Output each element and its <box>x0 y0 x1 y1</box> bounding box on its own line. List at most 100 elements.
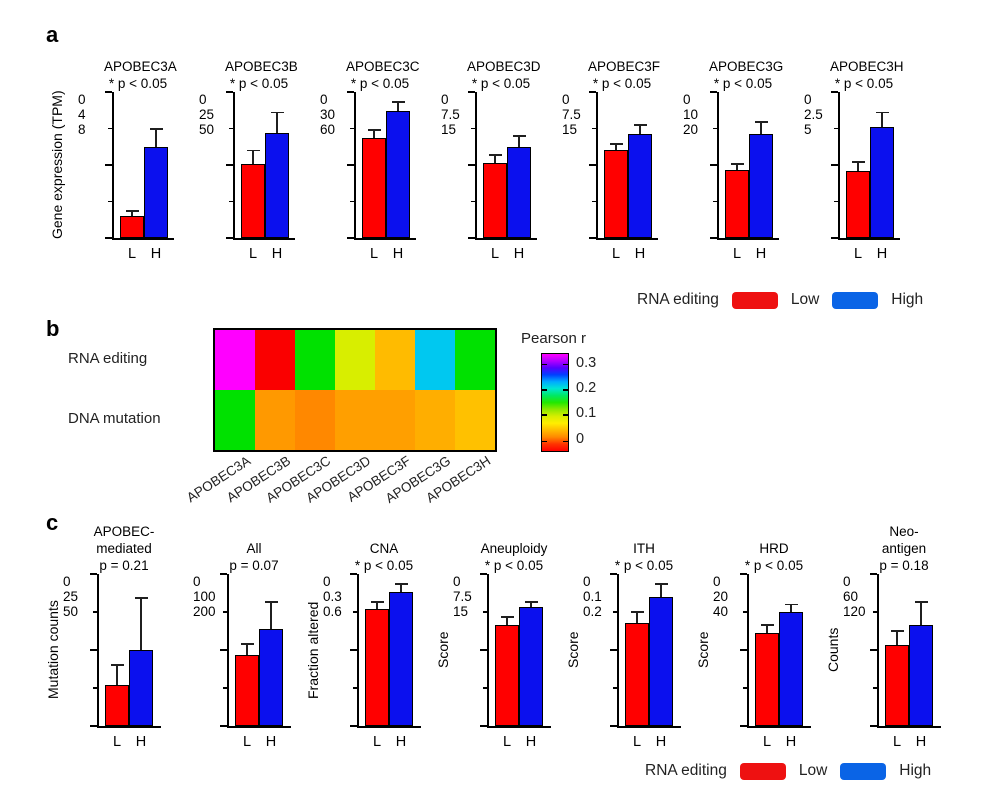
error-bar-line <box>636 612 638 626</box>
chart-subtitle: * p < 0.05 <box>108 76 168 91</box>
y-tick-label: 0 <box>583 574 591 589</box>
y-minor-tick <box>873 611 877 613</box>
y-tick-mark <box>350 725 357 727</box>
y-tick-mark <box>610 725 617 727</box>
y-tick-label: 0.2 <box>583 604 602 619</box>
y-tick-mark <box>105 237 112 239</box>
chart-body: Score 0 7.5 15 L H <box>435 573 551 750</box>
y-tick-mark <box>831 164 838 166</box>
y-minor-tick <box>229 200 233 203</box>
legend-low-swatch <box>731 291 778 309</box>
y-tick-labels: 0 20 40 <box>713 574 747 726</box>
y-tick-label: 0 <box>193 574 201 589</box>
bar-low <box>846 170 870 238</box>
chart-title: HRD <box>759 541 789 556</box>
legend-title: RNA editing <box>637 291 719 308</box>
x-tick-label: H <box>915 734 927 750</box>
y-tick-mark <box>350 649 357 651</box>
x-tick-label: L <box>892 734 902 750</box>
chart-body: 0 7.5 15 L H <box>441 91 537 262</box>
y-tick-mark <box>226 237 233 239</box>
y-tick-mark <box>740 573 747 575</box>
chart-subtitle: * p < 0.05 <box>471 76 531 91</box>
error-bar-line <box>400 584 402 594</box>
error-bar-line <box>246 643 248 658</box>
x-tick-label: H <box>150 246 162 262</box>
chart-subtitle: * p < 0.05 <box>713 76 773 91</box>
y-tick-mark <box>90 649 97 651</box>
x-tick-label: H <box>135 734 147 750</box>
y-minor-tick <box>223 687 227 689</box>
y-minor-tick <box>471 200 475 203</box>
chart-title-block: APOBEC3G * p < 0.05 <box>683 48 783 92</box>
y-axis-label-slot <box>175 574 193 728</box>
y-tick-label: 0.1 <box>583 589 602 604</box>
x-tick-label: L <box>502 734 512 750</box>
y-tick-mark <box>347 164 354 166</box>
legend-low-label: Low <box>790 291 820 308</box>
y-tick-label: 0 <box>323 574 331 589</box>
error-bar-line <box>896 631 898 647</box>
y-tick-mark <box>105 164 112 166</box>
y-minor-tick <box>743 687 747 689</box>
panel-c-label: c <box>46 510 59 535</box>
chart-title-block: Neo-antigen p = 0.18 <box>825 516 939 574</box>
bar-high <box>749 133 773 238</box>
x-tick-label: L <box>369 246 379 262</box>
bar-low <box>495 624 519 726</box>
bar-high <box>389 591 413 726</box>
chart-title: ITH <box>633 541 655 556</box>
error-bar-line <box>920 601 922 627</box>
error-bar-line <box>790 604 792 614</box>
y-tick-mark <box>480 649 487 651</box>
chart-title: APOBEC3F <box>588 59 661 74</box>
error-bar-cap <box>730 162 744 165</box>
error-bar-cap <box>524 601 538 604</box>
chart-subtitle: * p < 0.05 <box>229 76 289 91</box>
chart-title-block: APOBEC3C * p < 0.05 <box>320 48 420 92</box>
colorbar <box>541 353 569 452</box>
colorbar-tick-label: 0 <box>576 431 585 448</box>
y-tick-label: 0 <box>441 92 449 107</box>
y-axis-label: Score <box>435 631 451 669</box>
y-tick-label: 0 <box>199 92 207 107</box>
y-axis-label-slot: Fraction altered <box>305 574 323 728</box>
y-tick-mark <box>468 164 475 166</box>
colorbar-tick-label: 0.1 <box>576 405 597 422</box>
y-tick-label: 50 <box>63 604 79 619</box>
y-minor-tick <box>613 611 617 613</box>
bar-high <box>628 133 652 238</box>
x-tick-label: L <box>372 734 382 750</box>
bar-low <box>604 150 628 238</box>
x-tick-label: L <box>242 734 252 750</box>
error-bar-cap <box>394 583 408 586</box>
colorbar-tick-mark <box>563 414 568 416</box>
chart-body: 0 30 60 L H <box>320 91 416 262</box>
error-bar-line <box>373 129 375 141</box>
bar-low <box>105 684 129 726</box>
y-tick-mark <box>740 649 747 651</box>
heatmap-cell <box>455 330 495 390</box>
y-tick-label: 50 <box>199 122 215 137</box>
legend-low-label: Low <box>798 762 828 779</box>
bar-high <box>507 146 531 238</box>
y-tick-mark <box>468 91 475 93</box>
y-tick-mark <box>870 725 877 727</box>
error-bar-cap <box>851 161 865 164</box>
bar-low <box>755 632 779 726</box>
chart-title: APOBEC- <box>93 524 155 539</box>
chart-title-block: APOBEC-mediated p = 0.21 <box>45 516 159 574</box>
y-tick-mark <box>220 725 227 727</box>
legend-high-label: High <box>899 762 932 779</box>
y-minor-tick <box>713 127 717 130</box>
error-bar-cap <box>134 597 148 600</box>
chart-title: APOBEC3C <box>346 59 420 74</box>
x-tick-label: H <box>634 246 646 262</box>
bar-low <box>885 644 909 726</box>
